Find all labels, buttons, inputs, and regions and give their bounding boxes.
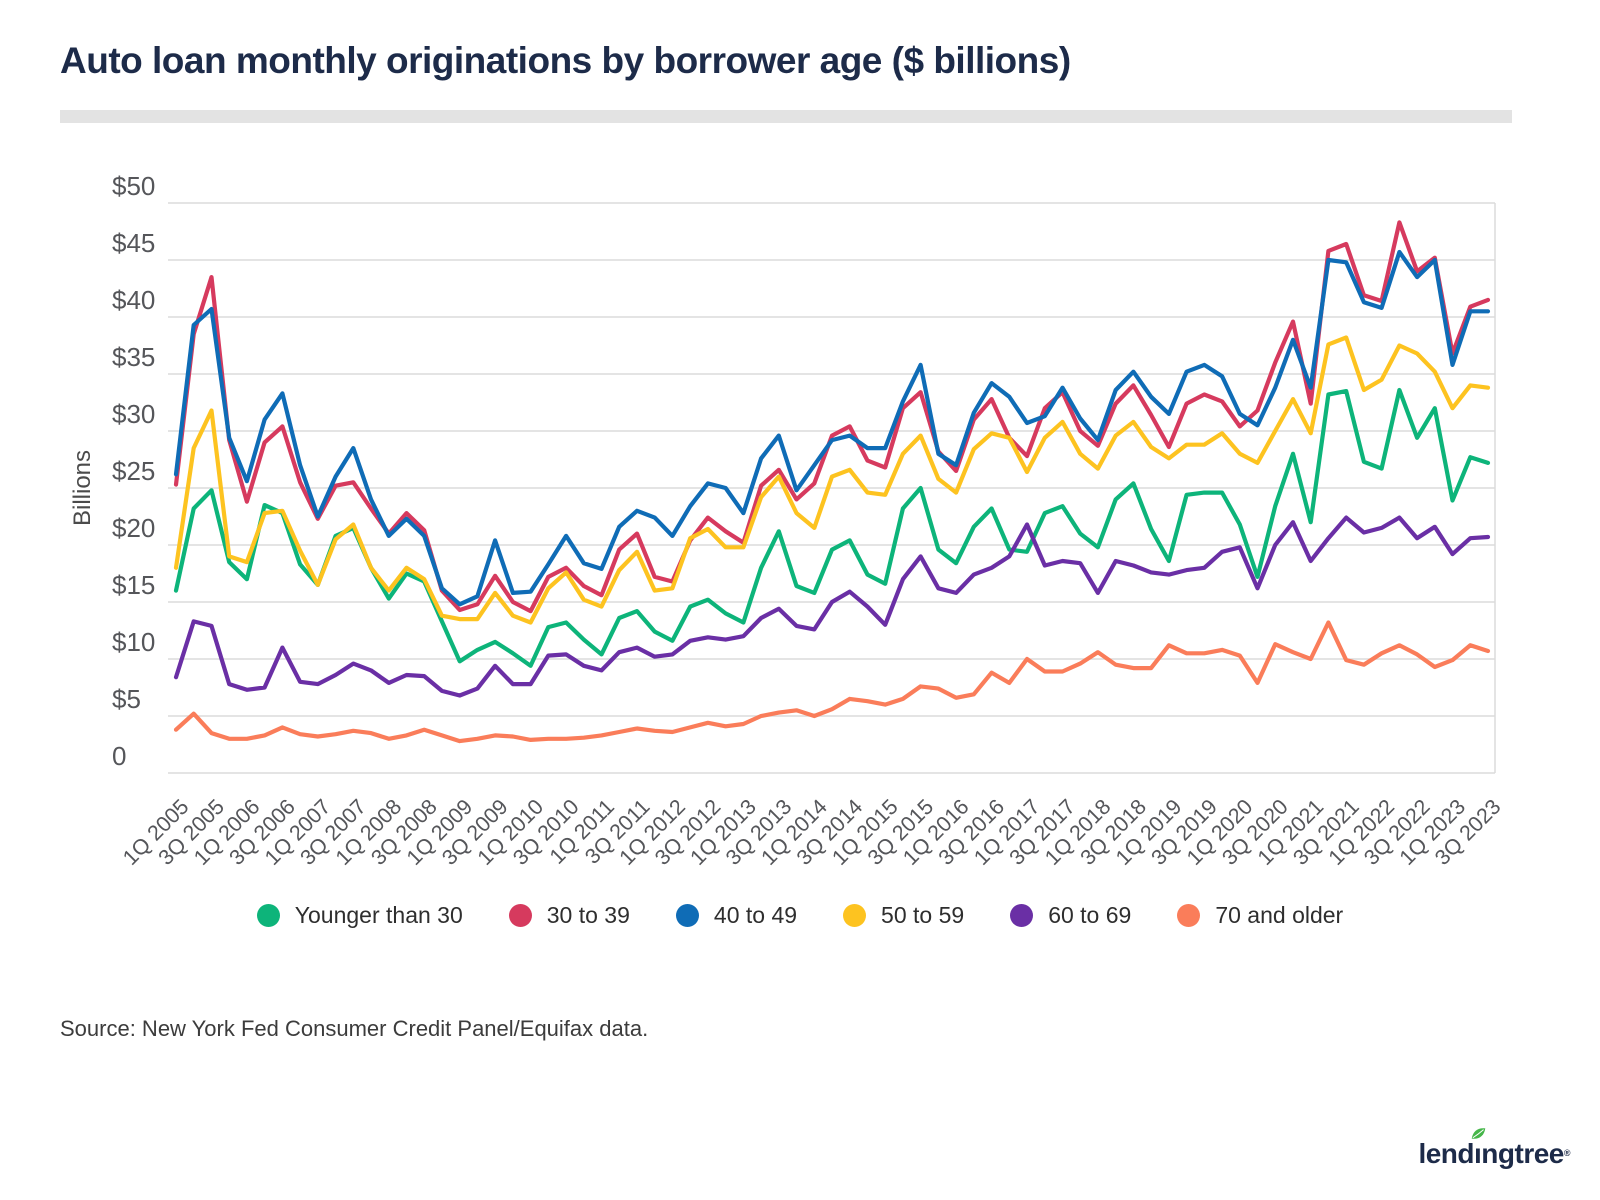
logo-text-i: ı — [1474, 1138, 1482, 1169]
chart-legend: Younger than 30 30 to 39 40 to 49 50 to 59 6… — [0, 902, 1600, 929]
series-line-40-to-49 — [173, 249, 1491, 607]
legend-dot-60-to-69 — [1010, 904, 1034, 927]
legend-label: 40 to 49 — [713, 902, 798, 928]
chart-canvas: $50$45$40$35$30$25$20$15$10$50Billions1Q… — [69, 171, 1506, 870]
series-line-60-to-69 — [173, 515, 1491, 698]
line-chart: $50 $45 $40 $35 $30 $25 $20 $15 $10 $5 0 Billions 1Q… — [0, 140, 1600, 900]
y-tick-label: $40 — [112, 285, 155, 315]
y-tick-label: $20 — [112, 513, 155, 543]
page-title: Auto loan monthly originations by borrow… — [60, 40, 1071, 81]
y-tick-label: $35 — [112, 342, 155, 372]
legend-label: 30 to 39 — [546, 902, 630, 928]
legend-label: 70 and older — [1215, 902, 1344, 928]
logo-text-pre: lend — [1418, 1138, 1474, 1169]
legend-item-50-to-59: 50 to 59 — [843, 902, 964, 929]
legend-item-30-to-39: 30 to 39 — [508, 902, 630, 929]
legend-label: 50 to 59 — [881, 902, 965, 928]
series-line-50-to-59 — [173, 335, 1491, 625]
legend-item-70-and-older: 70 and older — [1177, 902, 1343, 929]
legend-label: Younger than 30 — [294, 902, 463, 928]
series-line-70-and-older — [173, 620, 1491, 744]
y-tick-label: $30 — [112, 399, 155, 429]
legend-item-60-to-69: 60 to 69 — [1010, 902, 1131, 929]
lendingtree-logo: lendı ngtree® — [1418, 1128, 1571, 1170]
y-tick-label: $25 — [112, 456, 155, 486]
y-tick-label: $5 — [112, 684, 141, 714]
y-tick-label: 0 — [112, 741, 126, 771]
legend-dot-40-to-49 — [675, 904, 699, 927]
source-note: Source: New York Fed Consumer Credit Pan… — [60, 1016, 649, 1041]
legend-label: 60 to 69 — [1048, 902, 1132, 928]
logo-text-post: ngtree — [1481, 1138, 1564, 1169]
y-axis-title: Billions — [69, 450, 96, 526]
legend-dot-50-to-59 — [843, 904, 867, 927]
legend-dot-30-to-39 — [508, 904, 532, 927]
y-tick-label: $10 — [112, 627, 155, 657]
legend-dot-younger-than-30 — [256, 904, 280, 927]
legend-dot-70-and-older — [1177, 904, 1201, 927]
y-tick-label: $45 — [112, 228, 155, 258]
y-tick-label: $15 — [112, 570, 155, 600]
series-line-younger-than-30 — [173, 387, 1491, 668]
leaf-icon — [1471, 1128, 1486, 1139]
y-tick-label: $50 — [112, 171, 155, 201]
logo-registered-mark: ® — [1563, 1148, 1571, 1158]
legend-item-40-to-49: 40 to 49 — [675, 902, 798, 929]
title-divider — [60, 110, 1512, 123]
legend-item-younger-than-30: Younger than 30 — [256, 902, 463, 929]
series-line-30-to-39 — [173, 220, 1491, 614]
